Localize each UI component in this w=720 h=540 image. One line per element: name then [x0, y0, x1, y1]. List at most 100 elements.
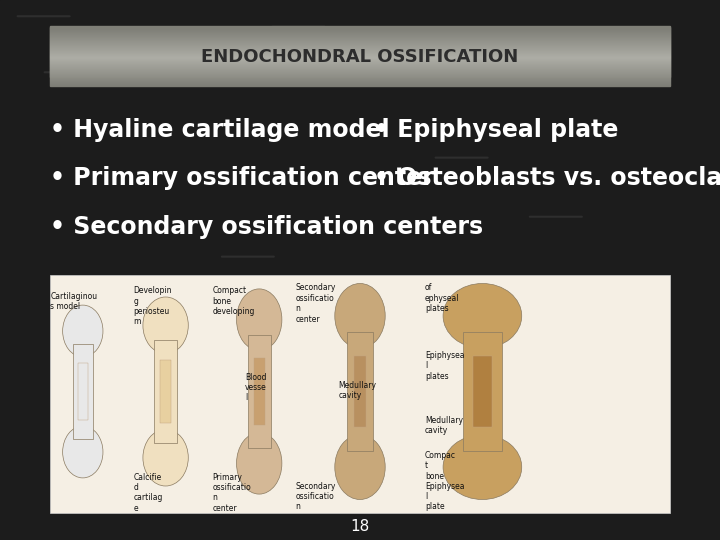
Bar	[50, 31, 670, 33]
Bar	[347, 332, 373, 451]
Bar	[50, 73, 670, 75]
Ellipse shape	[143, 429, 189, 486]
Bar	[50, 83, 670, 84]
Text: Blood
vesse
l: Blood vesse l	[245, 373, 266, 402]
Bar	[50, 59, 670, 60]
Ellipse shape	[335, 284, 385, 348]
Bar	[50, 28, 670, 29]
Bar	[50, 57, 670, 59]
Bar	[50, 45, 670, 47]
Text: Compact
bone
developing: Compact bone developing	[212, 286, 255, 316]
Text: Primary
ossificatio
n
center: Primary ossificatio n center	[212, 472, 251, 512]
Bar	[50, 60, 670, 62]
Bar	[73, 344, 93, 439]
Bar	[50, 78, 670, 79]
Text: Medullary
cavity: Medullary cavity	[338, 381, 377, 400]
Bar	[50, 79, 670, 80]
Text: Compac
t
bone: Compac t bone	[425, 451, 456, 481]
Bar	[50, 39, 670, 41]
Bar	[50, 36, 670, 37]
Text: of
ephyseal
plates: of ephyseal plates	[425, 284, 459, 313]
Bar	[50, 61, 670, 63]
Text: • Primary ossification center: • Primary ossification center	[50, 166, 434, 190]
Bar	[50, 44, 670, 46]
Bar	[50, 77, 670, 78]
Text: Epiphysea
l
plates: Epiphysea l plates	[425, 351, 464, 381]
Text: • Epiphyseal plate: • Epiphyseal plate	[374, 118, 618, 141]
Ellipse shape	[63, 426, 103, 478]
Bar	[50, 43, 670, 45]
Bar	[50, 30, 670, 32]
Bar	[472, 356, 492, 427]
Text: • Hyaline cartilage model: • Hyaline cartilage model	[50, 118, 390, 141]
Bar	[78, 363, 88, 420]
Bar	[50, 42, 670, 43]
Bar	[50, 52, 670, 54]
Bar	[50, 68, 670, 70]
Text: Secondary
ossificatio
n: Secondary ossificatio n	[295, 482, 336, 511]
Text: Developin
g
periosteu
m: Developin g periosteu m	[133, 286, 171, 326]
Bar	[50, 64, 670, 65]
Bar	[50, 35, 670, 36]
Ellipse shape	[443, 284, 522, 348]
Bar	[50, 71, 670, 72]
Bar	[248, 335, 271, 448]
Bar	[50, 74, 670, 76]
Bar	[50, 40, 670, 42]
Bar	[50, 29, 670, 31]
Ellipse shape	[236, 433, 282, 494]
Bar	[50, 33, 670, 35]
Bar	[50, 275, 670, 513]
Bar	[50, 37, 670, 39]
Bar	[50, 66, 670, 68]
Text: Calcifie
d
cartilag
e: Calcifie d cartilag e	[133, 472, 163, 512]
Text: • Secondary ossification centers: • Secondary ossification centers	[50, 215, 484, 239]
Bar	[50, 32, 670, 34]
Text: Epiphysea
l
plate: Epiphysea l plate	[425, 482, 464, 511]
Bar	[50, 76, 670, 78]
Bar	[354, 356, 366, 427]
Text: Secondary
ossificatio
n
center: Secondary ossificatio n center	[295, 284, 336, 323]
Bar	[160, 360, 171, 423]
Bar	[50, 84, 670, 85]
Bar	[50, 81, 670, 83]
Text: • Osteoblasts vs. osteoclasts: • Osteoblasts vs. osteoclasts	[374, 166, 720, 190]
Bar	[50, 46, 670, 48]
Bar	[50, 82, 670, 84]
Bar	[50, 29, 670, 30]
Bar	[50, 51, 670, 53]
Bar	[50, 26, 670, 28]
Bar	[50, 36, 670, 38]
Bar	[50, 80, 670, 82]
Bar	[50, 54, 670, 56]
Bar	[50, 67, 670, 69]
Bar	[50, 72, 670, 73]
Bar	[50, 63, 670, 65]
Bar	[50, 49, 670, 51]
Text: Cartilaginou
s model: Cartilaginou s model	[50, 292, 97, 311]
Bar	[50, 70, 670, 71]
Ellipse shape	[63, 305, 103, 357]
Bar	[50, 56, 670, 58]
Bar	[463, 332, 502, 451]
Ellipse shape	[443, 435, 522, 500]
Text: Medullary
cavity: Medullary cavity	[425, 416, 463, 435]
Ellipse shape	[236, 289, 282, 350]
Bar	[50, 69, 670, 71]
Text: 18: 18	[351, 519, 369, 534]
Bar	[253, 357, 265, 426]
Bar	[50, 55, 670, 57]
Bar	[50, 85, 670, 86]
Bar	[50, 62, 670, 64]
Ellipse shape	[143, 297, 189, 354]
Bar	[50, 50, 670, 52]
Bar	[50, 75, 670, 77]
Bar	[50, 58, 670, 60]
Bar	[50, 38, 670, 40]
Bar	[50, 47, 670, 49]
Text: ENDOCHONDRAL OSSIFICATION: ENDOCHONDRAL OSSIFICATION	[202, 48, 518, 66]
Bar	[50, 48, 670, 50]
Bar	[50, 65, 670, 66]
Bar	[50, 53, 670, 55]
Ellipse shape	[335, 435, 385, 500]
